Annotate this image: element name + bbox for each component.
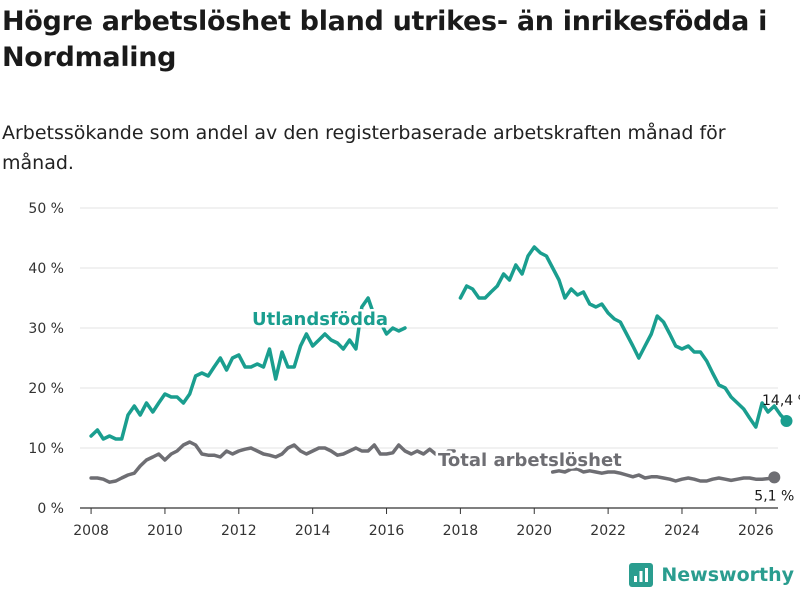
x-tick-label: 2016 (369, 523, 405, 539)
series-line-total (89, 440, 456, 484)
series-label-total: Total arbetslöshet (438, 450, 622, 471)
x-tick-label: 2024 (664, 523, 700, 539)
brand-logo: Newsworthy (629, 560, 794, 590)
series-label-utlandsfodda: Utlandsfödda (252, 309, 388, 330)
x-tick-label: 2020 (516, 523, 552, 539)
x-tick-label: 2022 (590, 523, 626, 539)
y-tick-label: 50 % (28, 201, 64, 217)
gridlines (80, 207, 778, 509)
x-tick-label: 2008 (73, 523, 109, 539)
y-tick-label: 20 % (28, 381, 64, 397)
x-tick-label: 2010 (147, 523, 183, 539)
series-lines (89, 245, 793, 484)
x-axis: 2008 2010 2012 2014 2016 2018 2020 2022 2024 2026 (73, 508, 774, 539)
end-label-total: 5,1 % (754, 488, 794, 504)
series-line-total-tail (550, 467, 777, 483)
end-label-utlandsfodda: 14,4 % (762, 393, 800, 409)
y-tick-label: 0 % (37, 501, 64, 517)
chart-subtitle: Arbetssökande som andel av den registerb… (2, 122, 726, 174)
x-tick-label: 2014 (295, 523, 331, 539)
y-tick-label: 30 % (28, 321, 64, 337)
y-tick-label: 40 % (28, 261, 64, 277)
y-tick-label: 10 % (28, 441, 64, 457)
brand-name: Newsworthy (661, 564, 794, 586)
series-labels: 14,4 % 5,1 % Utlandsfödda Total arbetslöshe… (250, 307, 800, 505)
end-point-utlandsfodda (780, 415, 793, 427)
bar-chart-logo-icon (629, 563, 654, 587)
y-axis: 0 % 10 % 20 % 30 % 40 % 50 % (28, 201, 64, 517)
x-tick-label: 2018 (443, 523, 479, 539)
x-tick-label: 2012 (221, 523, 257, 539)
series-line-utlandsfodda (89, 245, 789, 441)
end-point-total (768, 471, 781, 484)
chart-title: Högre arbetslöshet bland utrikes- än inr… (2, 6, 768, 73)
x-tick-label: 2026 (738, 523, 774, 539)
